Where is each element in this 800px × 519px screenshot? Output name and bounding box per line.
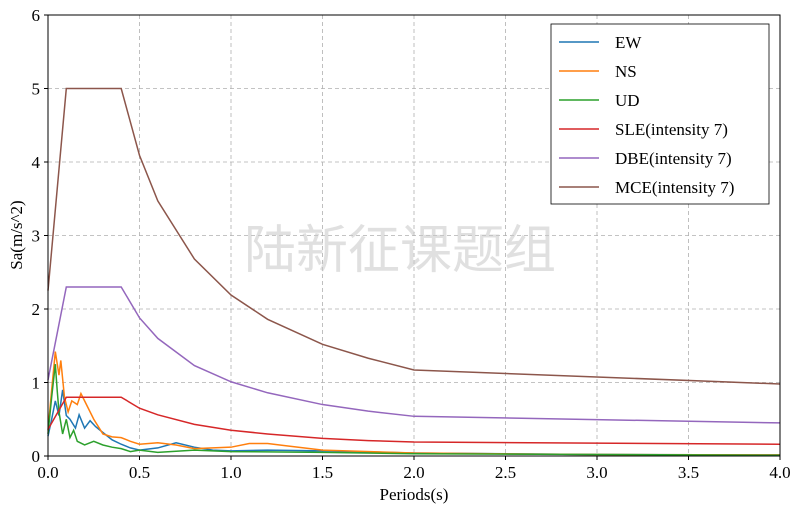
x-axis-label: Periods(s) <box>380 485 449 504</box>
y-tick-label: 1 <box>32 374 41 393</box>
ticks: 0.0 0.5 1.0 1.5 2.0 2.5 3.0 3.5 4.0 0 1 2 3 4 5 6 <box>32 6 791 482</box>
x-tick-label: 1.0 <box>220 463 241 482</box>
y-tick-label: 4 <box>32 153 41 172</box>
y-axis-label: Sa(m/s^2) <box>7 200 26 269</box>
y-tick-label: 5 <box>32 80 41 99</box>
legend-label: MCE(intensity 7) <box>615 178 734 197</box>
legend-label: DBE(intensity 7) <box>615 149 732 168</box>
series-line-ns <box>47 351 781 456</box>
series-group <box>47 87 781 457</box>
x-tick-label: 0.0 <box>37 463 58 482</box>
legend-label: NS <box>615 62 637 81</box>
y-tick-label: 6 <box>32 6 41 25</box>
y-tick-label: 3 <box>32 227 41 246</box>
x-tick-label: 0.5 <box>129 463 150 482</box>
legend-label: SLE(intensity 7) <box>615 120 728 139</box>
legend-label: UD <box>615 91 640 110</box>
y-tick-label: 0 <box>32 447 41 466</box>
x-tick-label: 3.5 <box>678 463 699 482</box>
series-line-ew <box>47 389 781 456</box>
legend-box <box>550 23 770 205</box>
series-line-sle-intensity-7 <box>47 396 781 445</box>
y-tick-label: 2 <box>32 300 41 319</box>
x-tick-label: 2.5 <box>495 463 516 482</box>
x-tick-label: 1.5 <box>312 463 333 482</box>
watermark: 陆新征课题组 <box>244 223 556 280</box>
series-line-dbe-intensity-7 <box>47 286 781 424</box>
legend: EW NS UD SLE(intensity 7) DBE(intensity 7) MC… <box>550 23 770 205</box>
legend-label: EW <box>615 33 642 52</box>
x-tick-label: 3.0 <box>586 463 607 482</box>
x-tick-label: 4.0 <box>769 463 790 482</box>
series-line-ud <box>47 364 781 457</box>
x-tick-label: 2.0 <box>403 463 424 482</box>
series-line-mce-intensity-7 <box>47 87 781 385</box>
